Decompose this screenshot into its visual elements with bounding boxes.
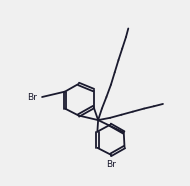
Text: Br: Br <box>106 160 116 169</box>
Text: Br: Br <box>27 92 37 102</box>
